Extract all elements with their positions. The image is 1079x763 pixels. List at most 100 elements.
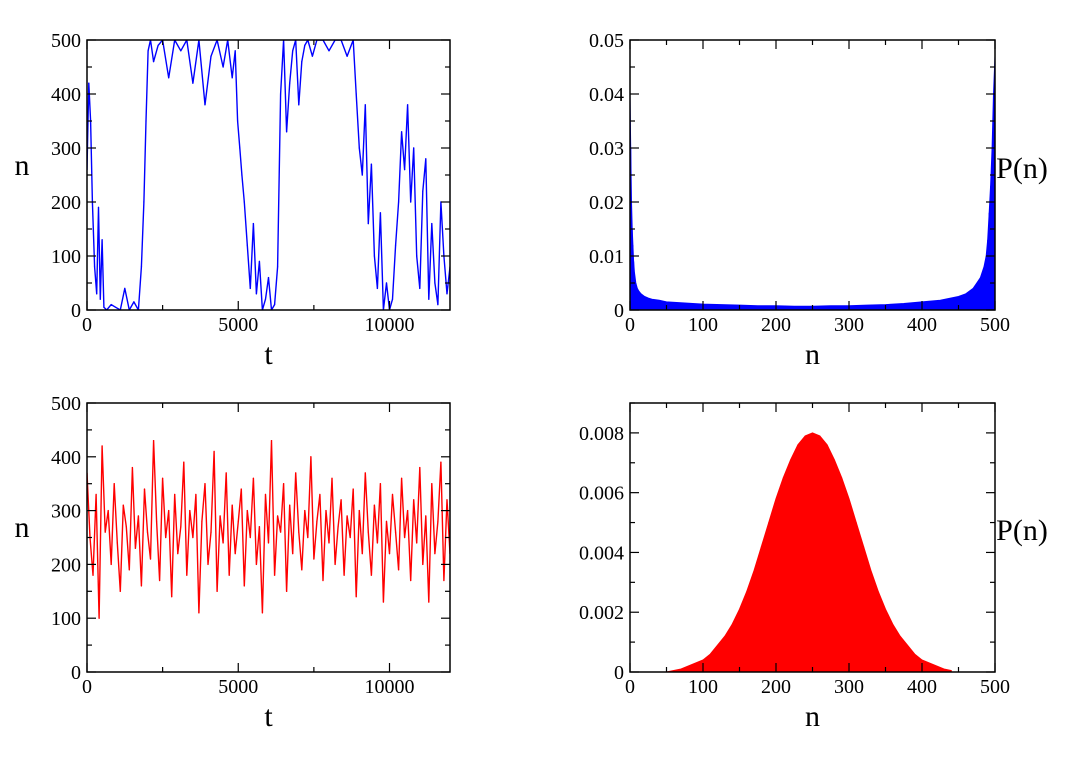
data-point bbox=[264, 493, 267, 496]
data-point bbox=[425, 515, 427, 517]
data-point bbox=[219, 515, 221, 517]
data-point bbox=[410, 201, 412, 203]
data-point bbox=[419, 466, 421, 469]
data-point bbox=[391, 298, 394, 300]
data-point bbox=[446, 499, 448, 501]
data-point bbox=[165, 536, 167, 539]
data-point bbox=[397, 201, 400, 203]
data-point bbox=[295, 472, 297, 474]
y-axis-label: n bbox=[15, 511, 30, 544]
data-point bbox=[122, 504, 124, 506]
y-tick-label: 400 bbox=[51, 84, 81, 106]
data-point bbox=[101, 445, 103, 447]
data-point bbox=[231, 77, 233, 79]
data-point bbox=[298, 531, 300, 533]
data-point bbox=[234, 50, 236, 52]
data-point bbox=[241, 174, 243, 176]
data-point bbox=[416, 542, 418, 544]
data-point bbox=[352, 488, 354, 490]
x-tick-label: 0 bbox=[625, 314, 635, 336]
y-tick-label: 100 bbox=[51, 246, 81, 268]
data-point bbox=[131, 466, 133, 469]
data-point bbox=[225, 472, 227, 474]
data-point bbox=[316, 520, 318, 522]
y-tick-label: 0.004 bbox=[579, 542, 624, 564]
data-point bbox=[239, 147, 241, 149]
data-point bbox=[337, 526, 339, 528]
y-tick-label: 0.006 bbox=[579, 483, 624, 505]
chart-panel-1: 0 5000 10000 0 100 200 300 400 500 t n bbox=[15, 30, 451, 371]
data-point bbox=[157, 44, 159, 47]
data-point bbox=[307, 536, 309, 539]
data-point bbox=[410, 579, 412, 582]
data-point bbox=[113, 483, 115, 485]
data-point bbox=[204, 104, 206, 106]
data-point bbox=[140, 585, 143, 587]
x-tick-label: 0 bbox=[625, 676, 635, 698]
data-point bbox=[162, 477, 164, 479]
data-point bbox=[273, 574, 276, 576]
y-tick-label: 500 bbox=[51, 30, 81, 52]
y-tick-label: 0.04 bbox=[589, 84, 624, 106]
data-point bbox=[431, 223, 433, 225]
data-point bbox=[237, 520, 239, 522]
data-point bbox=[446, 293, 448, 295]
x-tick-label: 10000 bbox=[365, 314, 415, 336]
data-point bbox=[385, 282, 388, 284]
data-point bbox=[280, 93, 282, 95]
y-axis-label: P(n) bbox=[996, 514, 1048, 547]
x-tick-label: 400 bbox=[907, 676, 937, 698]
data-point bbox=[95, 493, 97, 496]
data-point bbox=[171, 596, 173, 598]
x-tick-label: 300 bbox=[834, 314, 864, 336]
data-point bbox=[168, 77, 170, 79]
data-point bbox=[385, 520, 388, 522]
data-point bbox=[125, 526, 127, 528]
data-point bbox=[331, 477, 333, 479]
data-point bbox=[134, 547, 136, 549]
y-tick-label: 0 bbox=[614, 662, 624, 684]
data-point bbox=[152, 61, 155, 63]
data-point bbox=[358, 147, 360, 149]
data-point bbox=[276, 266, 279, 268]
x-axis-label: n bbox=[805, 700, 820, 733]
data-point bbox=[301, 569, 303, 571]
y-tick-label: 400 bbox=[51, 447, 81, 469]
data-point bbox=[222, 66, 224, 68]
data-point bbox=[140, 266, 143, 268]
data-point bbox=[379, 212, 382, 214]
data-point bbox=[319, 493, 321, 496]
data-point bbox=[428, 601, 430, 603]
data-point bbox=[240, 488, 242, 490]
data-point bbox=[101, 239, 103, 241]
data-point bbox=[267, 542, 270, 544]
data-point bbox=[189, 510, 191, 512]
data-point bbox=[422, 190, 424, 192]
data-point bbox=[355, 93, 357, 95]
series-line bbox=[87, 440, 450, 619]
x-tick-label: 10000 bbox=[365, 676, 415, 698]
data-point bbox=[195, 493, 197, 496]
data-point bbox=[192, 82, 194, 84]
y-tick-label: 0.008 bbox=[579, 423, 624, 445]
data-point bbox=[373, 504, 375, 506]
y-tick-label: 300 bbox=[51, 138, 81, 160]
data-point bbox=[437, 304, 439, 306]
data-point bbox=[159, 579, 161, 582]
data-point bbox=[292, 50, 294, 52]
data-point bbox=[246, 244, 248, 246]
data-point bbox=[394, 244, 397, 246]
x-axis-label: t bbox=[264, 700, 273, 733]
data-point bbox=[213, 450, 215, 453]
data-point bbox=[115, 306, 117, 308]
y-tick-label: 0 bbox=[71, 662, 81, 684]
data-point bbox=[376, 287, 378, 289]
data-point bbox=[334, 563, 336, 566]
data-point bbox=[258, 260, 261, 262]
data-point bbox=[419, 287, 421, 289]
data-point bbox=[210, 55, 212, 57]
data-point bbox=[394, 531, 397, 533]
data-point bbox=[434, 553, 436, 555]
data-point bbox=[133, 301, 135, 303]
